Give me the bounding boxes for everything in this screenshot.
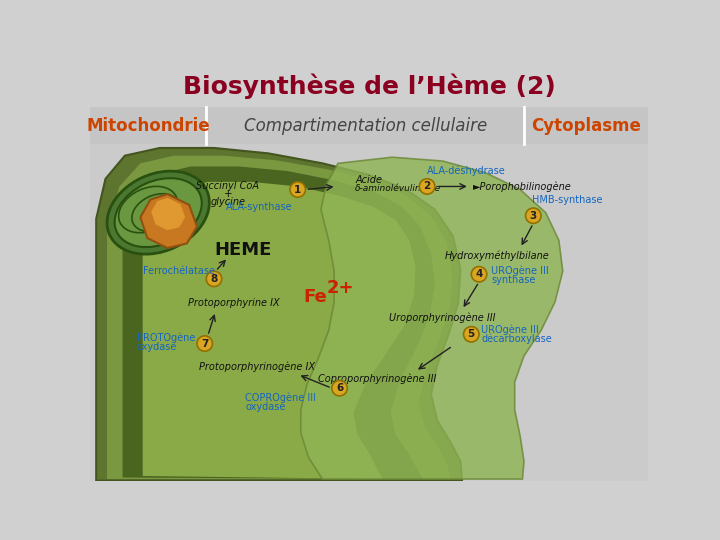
Text: oxydase: oxydase xyxy=(245,402,285,411)
Text: Uroporphyrinogène III: Uroporphyrinogène III xyxy=(390,312,496,322)
Bar xyxy=(90,107,648,144)
Text: 7: 7 xyxy=(201,339,208,348)
Text: Biosynthèse de l’Hème (2): Biosynthèse de l’Hème (2) xyxy=(183,73,555,99)
Ellipse shape xyxy=(107,171,210,254)
Text: +: + xyxy=(224,189,233,199)
Circle shape xyxy=(526,208,541,224)
Circle shape xyxy=(419,179,435,194)
Text: 8: 8 xyxy=(210,274,217,284)
Text: oxydase: oxydase xyxy=(137,342,177,353)
Text: ALA-synthase: ALA-synthase xyxy=(225,202,292,212)
Circle shape xyxy=(290,182,305,197)
Text: décarboxylase: décarboxylase xyxy=(482,334,552,344)
Polygon shape xyxy=(140,194,197,248)
Text: 4: 4 xyxy=(475,269,482,279)
Text: UROgène III: UROgène III xyxy=(492,266,549,276)
Text: HMB-synthase: HMB-synthase xyxy=(532,194,602,205)
Circle shape xyxy=(472,267,487,282)
Text: Acide: Acide xyxy=(355,176,382,185)
Text: HEME: HEME xyxy=(215,241,272,259)
Polygon shape xyxy=(143,182,415,479)
Text: ►Porophobilinogène: ►Porophobilinogène xyxy=(473,181,572,192)
Polygon shape xyxy=(122,166,435,479)
Text: COPROgène III: COPROgène III xyxy=(245,392,316,403)
Bar xyxy=(90,144,648,481)
Text: Mitochondrie: Mitochondrie xyxy=(86,117,210,134)
Text: synthase: synthase xyxy=(492,275,536,286)
Text: Hydroxyméthylbilane: Hydroxyméthylbilane xyxy=(444,251,549,261)
Text: glycine: glycine xyxy=(210,197,246,207)
Polygon shape xyxy=(301,157,563,479)
Text: 6: 6 xyxy=(336,383,343,393)
Text: ALA-déshydrase: ALA-déshydrase xyxy=(427,166,506,176)
Text: Fe: Fe xyxy=(303,288,327,306)
Ellipse shape xyxy=(114,178,202,247)
Text: Cytoplasme: Cytoplasme xyxy=(531,117,641,134)
Circle shape xyxy=(464,327,479,342)
Text: 5: 5 xyxy=(468,329,475,339)
Text: Protoporphyrinogène IX: Protoporphyrinogène IX xyxy=(199,361,315,372)
Text: Succinyl CoA: Succinyl CoA xyxy=(197,181,259,192)
Text: 2+: 2+ xyxy=(326,279,354,298)
Circle shape xyxy=(197,336,212,351)
Polygon shape xyxy=(96,148,462,481)
Text: 1: 1 xyxy=(294,185,302,194)
Text: δ-aminolévulinique: δ-aminolévulinique xyxy=(355,183,441,193)
Circle shape xyxy=(332,381,347,396)
Polygon shape xyxy=(151,198,185,230)
Text: Ferrochélatase: Ferrochélatase xyxy=(143,266,215,276)
Text: Protoporphyrine IX: Protoporphyrine IX xyxy=(188,299,279,308)
Text: UROgène III: UROgène III xyxy=(482,325,539,335)
Text: 3: 3 xyxy=(530,211,537,221)
Text: 2: 2 xyxy=(423,181,431,192)
Text: PROTOgène: PROTOgène xyxy=(137,333,195,343)
Circle shape xyxy=(206,271,222,287)
Text: Compartimentation cellulaire: Compartimentation cellulaire xyxy=(243,117,487,134)
Text: Coproporphyrinogène III: Coproporphyrinogène III xyxy=(318,374,436,384)
Polygon shape xyxy=(107,156,453,479)
